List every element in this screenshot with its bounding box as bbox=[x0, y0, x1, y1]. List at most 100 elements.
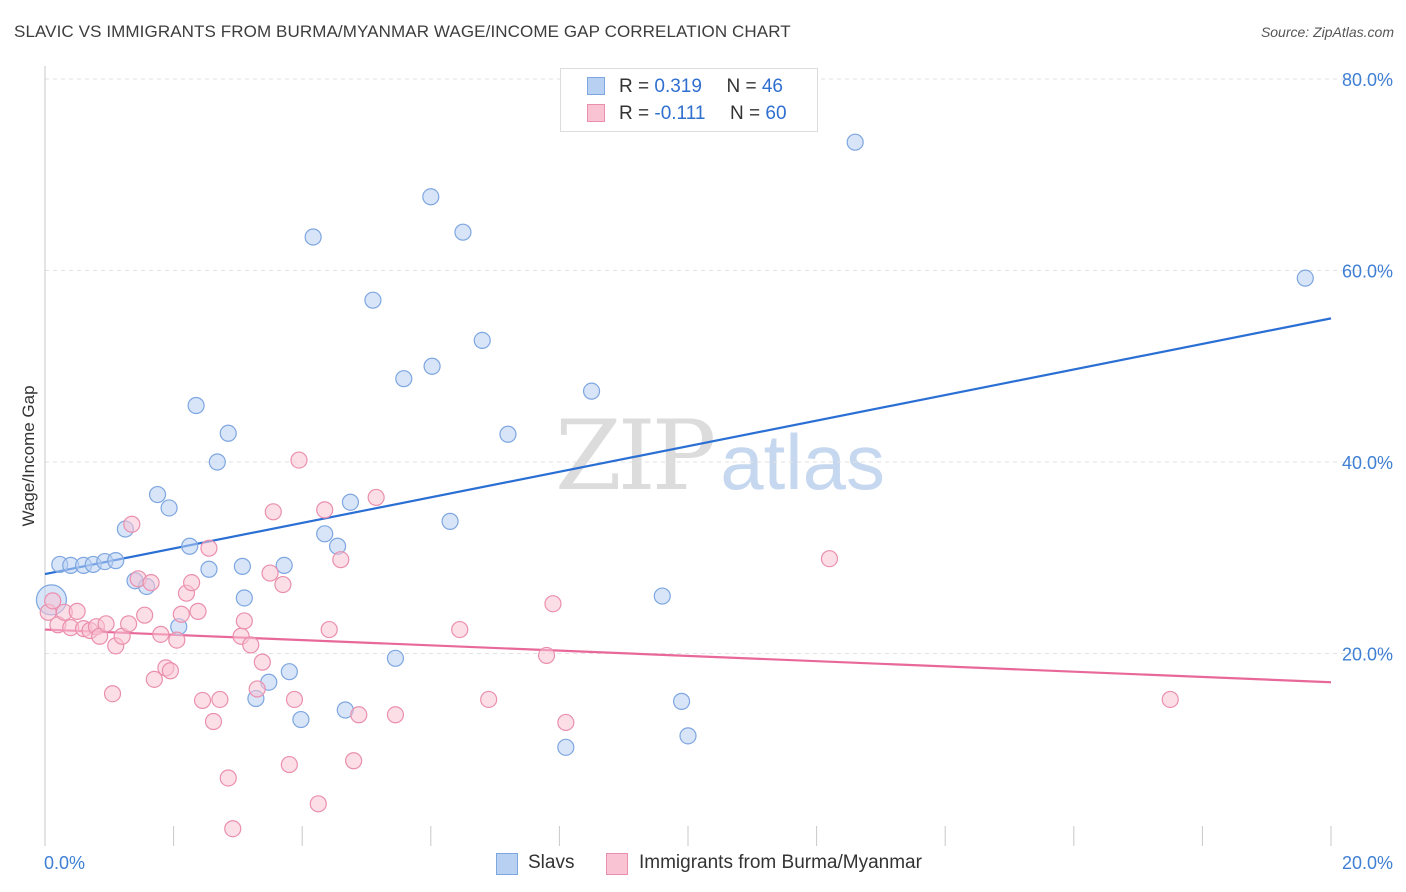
legend-n-label: N = bbox=[730, 103, 766, 124]
data-point-burma bbox=[480, 690, 498, 709]
data-point-burma bbox=[285, 690, 304, 709]
data-point-burma bbox=[193, 691, 212, 710]
data-point-burma bbox=[235, 612, 253, 630]
data-point-burma bbox=[200, 539, 218, 557]
data-point-burma bbox=[290, 451, 308, 469]
data-point-burma bbox=[820, 550, 839, 568]
y-tick-label: 80.0% bbox=[1342, 70, 1393, 90]
data-point-burma bbox=[172, 605, 190, 623]
label-layer: 20.0% 40.0% 60.0% 80.0% 0.0% 20.0% Wage/Income… bbox=[19, 70, 1393, 873]
data-point-burma bbox=[264, 503, 282, 521]
data-point-burma bbox=[161, 662, 179, 680]
y-tick-label: 40.0% bbox=[1342, 453, 1393, 473]
data-point-burma bbox=[451, 620, 469, 639]
data-point-burma bbox=[253, 653, 271, 671]
data-point-burma bbox=[145, 670, 163, 688]
data-point-burma bbox=[242, 636, 260, 654]
trend-line-burma bbox=[44, 628, 1332, 684]
data-point-burma bbox=[309, 795, 327, 813]
trend-line-slavs bbox=[44, 317, 1332, 576]
data-point-slavs bbox=[235, 589, 253, 607]
data-point-slavs bbox=[208, 453, 226, 471]
data-point-slavs bbox=[395, 370, 413, 388]
y-tick-label: 60.0% bbox=[1342, 262, 1393, 282]
data-point-burma bbox=[1161, 690, 1179, 709]
points-layer bbox=[35, 133, 1314, 838]
data-point-slavs bbox=[499, 425, 517, 443]
data-point-burma bbox=[224, 820, 242, 838]
data-point-slavs bbox=[386, 649, 405, 667]
chart-title: SLAVIC VS IMMIGRANTS FROM BURMA/MYANMAR … bbox=[14, 22, 791, 41]
legend-r-value: 0.319 bbox=[654, 76, 702, 97]
data-point-burma bbox=[386, 706, 405, 724]
data-point-slavs bbox=[181, 537, 199, 555]
data-point-burma bbox=[261, 564, 279, 582]
data-point-burma bbox=[316, 501, 334, 519]
axis-layer bbox=[44, 66, 1332, 846]
data-point-slavs bbox=[423, 357, 441, 375]
bottom-legend-label-burma: Immigrants from Burma/Myanmar bbox=[639, 852, 922, 873]
data-point-burma bbox=[345, 752, 363, 770]
data-point-burma bbox=[557, 713, 575, 732]
data-point-burma bbox=[183, 574, 201, 592]
data-point-burma bbox=[320, 620, 338, 639]
data-point-burma bbox=[544, 595, 562, 613]
legend-swatch-slavs bbox=[587, 77, 605, 95]
legend-swatch-burma bbox=[587, 104, 605, 122]
data-point-burma bbox=[367, 488, 385, 507]
data-point-slavs bbox=[422, 188, 440, 206]
data-point-burma bbox=[211, 690, 229, 709]
data-point-slavs bbox=[280, 663, 298, 681]
data-point-slavs bbox=[846, 133, 864, 151]
data-point-slavs bbox=[160, 499, 178, 517]
data-point-slavs bbox=[582, 382, 601, 400]
data-point-slavs bbox=[148, 485, 167, 504]
data-point-burma bbox=[219, 769, 237, 787]
data-point-slavs bbox=[653, 587, 671, 605]
legend-r-label: R = bbox=[619, 103, 655, 124]
data-point-slavs bbox=[219, 424, 237, 442]
data-point-slavs bbox=[341, 493, 360, 511]
data-point-burma bbox=[68, 602, 86, 620]
data-point-burma bbox=[350, 706, 368, 724]
data-point-slavs bbox=[107, 552, 125, 570]
data-point-burma bbox=[44, 592, 62, 610]
trend-layer bbox=[44, 317, 1332, 684]
legend-n-label: N = bbox=[726, 76, 762, 97]
data-point-burma bbox=[537, 646, 556, 665]
legend-n-value: 60 bbox=[765, 103, 787, 124]
y-axis-title: Wage/Income Gap bbox=[19, 385, 38, 526]
data-point-burma bbox=[248, 680, 266, 698]
data-point-burma bbox=[332, 551, 350, 569]
x-tick-label: 20.0% bbox=[1342, 853, 1393, 873]
correlation-legend: R = 0.319 N = 46 R = -0.111 N = 60 bbox=[560, 68, 818, 132]
data-point-burma bbox=[152, 625, 170, 643]
data-point-slavs bbox=[233, 557, 252, 575]
data-point-burma bbox=[119, 615, 138, 633]
data-point-burma bbox=[280, 755, 298, 774]
data-point-slavs bbox=[187, 396, 205, 415]
source-attribution: Source: ZipAtlas.com bbox=[1260, 24, 1394, 40]
watermark-atlas: atlas bbox=[720, 418, 885, 506]
data-point-slavs bbox=[557, 738, 575, 756]
data-point-burma bbox=[204, 712, 223, 731]
data-point-slavs bbox=[275, 556, 293, 575]
legend-r-label: R = bbox=[619, 76, 655, 97]
data-point-burma bbox=[142, 574, 160, 592]
data-point-slavs bbox=[316, 525, 334, 543]
data-point-slavs bbox=[473, 331, 491, 349]
x-tick-label: 0.0% bbox=[44, 853, 85, 873]
bottom-legend-swatch-burma bbox=[606, 853, 628, 875]
data-point-burma bbox=[274, 575, 292, 594]
legend-r-value: -0.111 bbox=[654, 103, 706, 124]
data-point-burma bbox=[123, 515, 141, 533]
bottom-legend-label-slavs: Slavs bbox=[528, 852, 575, 873]
data-point-burma bbox=[189, 602, 207, 620]
data-point-slavs bbox=[292, 710, 310, 729]
legend-n-value: 46 bbox=[761, 76, 783, 97]
data-point-burma bbox=[168, 631, 186, 649]
data-point-slavs bbox=[1296, 269, 1314, 287]
data-point-slavs bbox=[441, 512, 459, 530]
data-point-slavs bbox=[454, 223, 472, 241]
